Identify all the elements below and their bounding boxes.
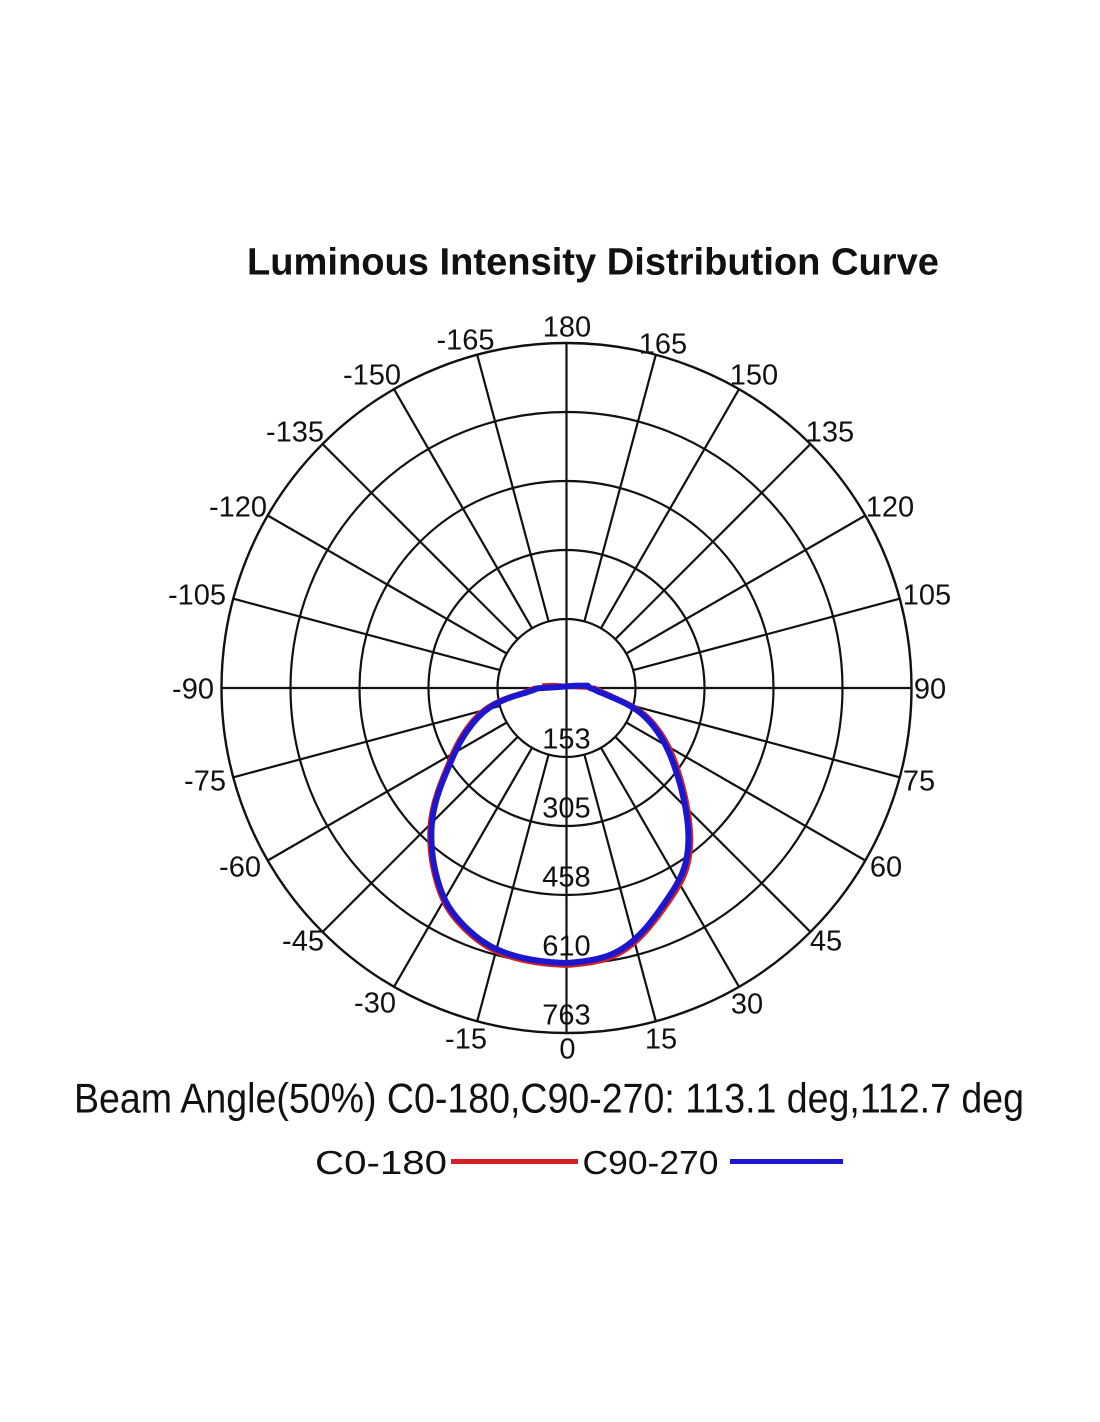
- svg-text:60: 60: [870, 852, 902, 884]
- svg-text:105: 105: [903, 580, 951, 612]
- svg-text:45: 45: [810, 926, 842, 958]
- svg-text:-150: -150: [343, 360, 401, 392]
- svg-text:-165: -165: [436, 325, 494, 357]
- svg-text:0: 0: [559, 1034, 575, 1066]
- svg-text:180: 180: [543, 311, 591, 343]
- svg-text:15: 15: [645, 1024, 677, 1056]
- svg-text:Beam Angle(50%) C0-180,C90-270: Beam Angle(50%) C0-180,C90-270: 113.1 de…: [74, 1074, 1024, 1121]
- svg-text:150: 150: [730, 360, 778, 392]
- svg-text:75: 75: [903, 766, 935, 798]
- svg-text:135: 135: [806, 417, 854, 449]
- svg-text:-75: -75: [184, 766, 226, 798]
- svg-text:-45: -45: [282, 926, 324, 958]
- svg-text:165: 165: [639, 329, 687, 361]
- svg-text:C0-180: C0-180: [315, 1144, 447, 1181]
- svg-text:C90-270: C90-270: [583, 1144, 719, 1181]
- svg-text:90: 90: [914, 674, 946, 706]
- svg-text:120: 120: [866, 492, 914, 524]
- svg-text:-120: -120: [209, 492, 267, 524]
- svg-text:-15: -15: [445, 1024, 487, 1056]
- svg-text:-60: -60: [219, 852, 261, 884]
- svg-text:30: 30: [731, 989, 763, 1021]
- svg-text:-105: -105: [168, 580, 226, 612]
- svg-text:-135: -135: [266, 417, 324, 449]
- svg-text:-30: -30: [354, 988, 396, 1020]
- svg-text:Luminous Intensity Distributio: Luminous Intensity Distribution Curve: [247, 242, 939, 284]
- svg-text:-90: -90: [172, 674, 214, 706]
